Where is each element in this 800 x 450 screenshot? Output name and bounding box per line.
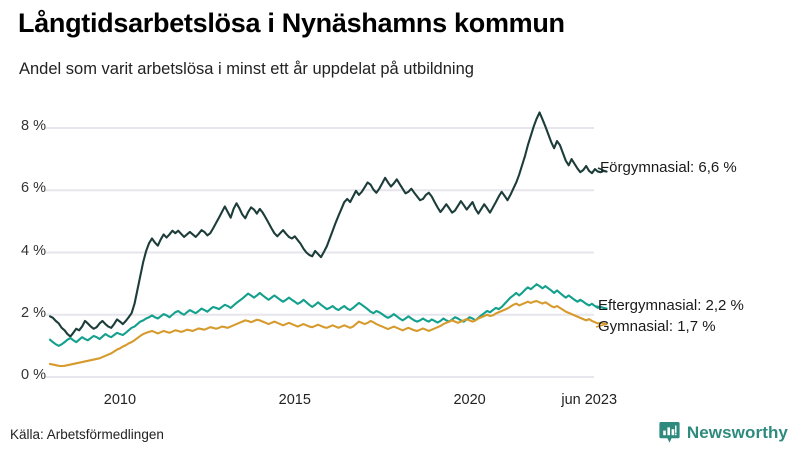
series-label-eftergymnasial: Eftergymnasial: 2,2 % xyxy=(598,297,744,314)
page-title: Långtidsarbetslösa i Nynäshamns kommun xyxy=(18,8,565,38)
y-axis-tick-label: 6 % xyxy=(21,180,46,197)
leader-lines xyxy=(595,167,607,328)
series-lines xyxy=(48,111,608,368)
x-axis-tick-label: 2020 xyxy=(453,392,486,408)
y-axis-tick-label: 8 % xyxy=(21,118,46,134)
newsworthy-brand: Newsworthy xyxy=(659,421,788,445)
x-axis-tick-label: 2015 xyxy=(278,392,311,408)
y-axis-tick-label: 2 % xyxy=(21,304,46,321)
series-label-gymnasial: Gymnasial: 1,7 % xyxy=(598,318,716,335)
brand-name: Newsworthy xyxy=(686,423,788,442)
x-axis-tick-label: 2010 xyxy=(103,392,137,408)
series-line xyxy=(48,300,608,368)
series-line xyxy=(48,111,608,338)
x-axis-tick-label: jun 2023 xyxy=(561,392,618,408)
series-line xyxy=(48,283,608,347)
page-subtitle: Andel som varit arbetslösa i minst ett å… xyxy=(19,60,474,78)
y-axis-tick-label: 0 % xyxy=(21,367,46,383)
y-axis-tick-label: 4 % xyxy=(21,242,46,259)
source-note: Källa: Arbetsförmedlingen xyxy=(10,427,164,442)
bar-chart-pin-icon xyxy=(659,421,680,445)
series-label-forgymnasial: Förgymnasial: 6,6 % xyxy=(600,159,737,176)
gridlines xyxy=(44,127,594,378)
